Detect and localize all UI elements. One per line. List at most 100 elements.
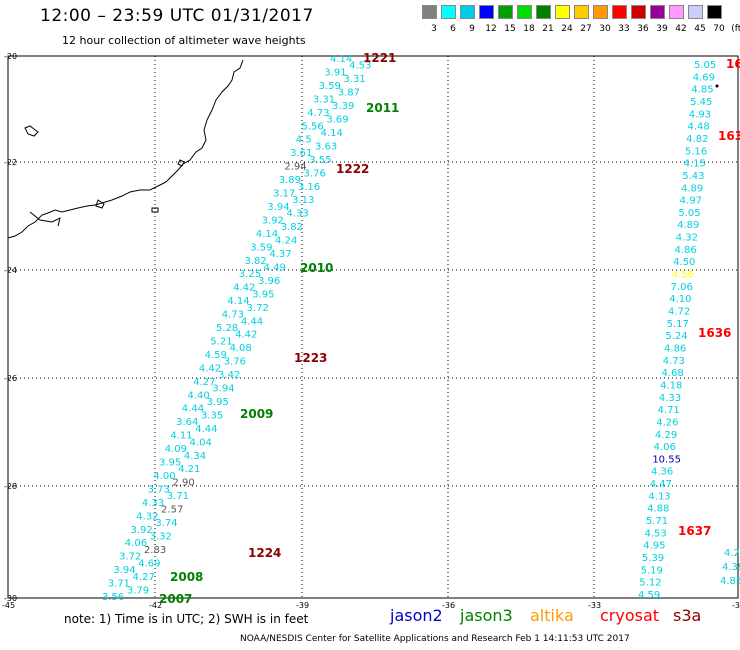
swh-value: 3.25 [239,269,261,280]
swh-value: 4.50 [673,257,695,268]
swh-value: 3.79 [127,585,149,596]
swh-value: 4.33 [659,393,681,404]
swh-value: 4.40 [188,390,210,401]
swh-value: 4.95 [643,541,665,552]
coastline [7,59,244,239]
swh-value: 4.88 [647,504,669,515]
satellite-legend-item: cryosat [600,606,660,625]
scale-swatch [441,5,456,19]
swh-value: 5.39 [642,553,664,564]
swh-value: 4.89 [677,220,699,231]
swh-value: 4.13 [648,491,670,502]
scale-swatch [555,5,570,19]
swh-value: 4.72 [668,307,690,318]
swh-value: 3.82 [245,256,267,267]
swh-value: 3.71 [108,579,130,590]
coastline-island [95,199,105,209]
swh-value: 4.73 [663,356,685,367]
swh-value: 3.56 [102,592,124,603]
scale-swatch [707,5,722,19]
swh-value: 3.92 [262,215,284,226]
swh-value: 4.00 [153,471,175,482]
swh-value: 4.86 [664,343,686,354]
swh-value: 4.56 [672,270,694,281]
scale-label: 33 [618,24,630,34]
swh-value: 5.56 [302,121,324,132]
coastline-island [151,207,159,213]
credit-footer: NOAA/NESDIS Center for Satellite Applica… [240,634,630,644]
pass-id-label: 2011 [366,101,399,115]
swh-value: 5.45 [690,97,712,108]
swh-value: 4.71 [658,405,680,416]
swh-value: 2.83 [144,545,166,556]
lat-tick-label: -22 [4,158,17,167]
swh-value: 4.14 [330,54,352,65]
scale-label: 39 [656,24,668,34]
swh-value: 3.69 [326,115,348,126]
swh-value: 4.32 [136,511,158,522]
scale-swatch [460,5,475,19]
swh-value: 4.14 [321,128,343,139]
swh-value: 5.28 [216,323,238,334]
swh-value: 4.09 [165,444,187,455]
coastline-inner [29,211,61,227]
swh-value: 5.05 [678,208,700,219]
scale-label: 21 [542,24,554,34]
scale-label: 30 [599,24,611,34]
swh-value: 4.73 [307,108,329,119]
swh-value: 4.42 [199,363,221,374]
swh-value: 4.37 [269,249,291,260]
swh-value: 4.73 [222,310,244,321]
swh-value: 4.49 [264,262,286,273]
swh-value: 4.32 [676,233,698,244]
pass-id-label: 16 [726,57,740,71]
scale-swatch [498,5,513,19]
swh-value: 3.91 [324,67,346,78]
swh-value: 4.21 [178,464,200,475]
lon-tick-label: -30 [732,601,740,610]
swh-value: 4.85 [691,85,713,96]
satellite-legend-item: s3a [673,606,702,625]
altimeter-track-west: 4.144.533.913.313.593.873.313.394.733.69… [102,54,371,603]
swh-value: 4.26 [656,417,678,428]
swh-value: 3.94 [113,565,135,576]
swh-value: 3.17 [273,189,295,200]
scale-swatch [479,5,494,19]
swh-value: 3.42 [218,370,240,381]
scale-label: 45 [694,24,706,34]
scale-swatch [669,5,684,19]
swh-value: 3.73 [148,484,170,495]
altimeter-track-far-east: 4.2 4.39 4.85 [720,548,740,587]
scale-label: 15 [504,24,516,34]
swh-value: 4.44 [241,316,263,327]
lon-tick-label: -39 [296,601,309,610]
lon-tick-label: -42 [149,601,162,610]
swh-value: 5.19 [641,565,663,576]
swh-value: 5.12 [639,578,661,589]
swh-value: 4.11 [170,431,192,442]
pass-id-label: 2007 [159,592,192,606]
swh-value: 3.59 [250,242,272,253]
map-frame [7,55,739,599]
scale-swatch [517,5,532,19]
swh-value: 4.24 [275,236,297,247]
swh-value: 4.34 [184,451,206,462]
swh-value: 4.44 [195,424,217,435]
scale-swatch [422,5,437,19]
lat-tick-label: -20 [4,52,17,61]
scale-swatch [688,5,703,19]
lat-tick-label: -30 [4,594,17,603]
swh-value: 3.76 [224,357,246,368]
swh-value: 4.10 [669,294,691,305]
swh-value: 3.55 [309,155,331,166]
scale-swatch [650,5,665,19]
swh-value: 3.95 [207,397,229,408]
page-subtitle: 12 hour collection of altimeter wave hei… [62,34,306,47]
swh-value: 3.35 [201,410,223,421]
swh-value: 5.05 [694,60,716,71]
swh-value: 3.31 [313,94,335,105]
swh-value: 5.24 [665,331,687,342]
pass-id-label: 1636 [698,326,731,340]
swh-value: 7.06 [671,282,693,293]
